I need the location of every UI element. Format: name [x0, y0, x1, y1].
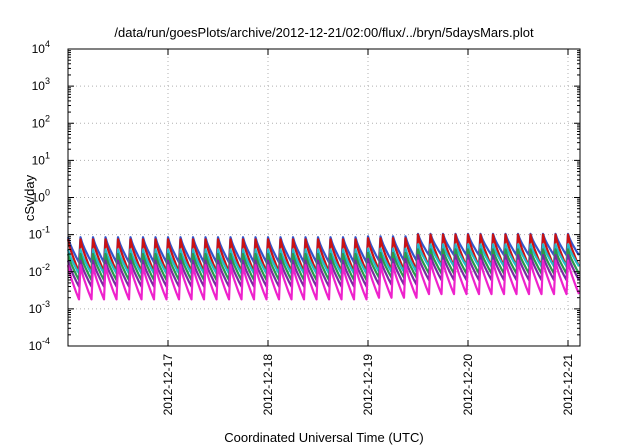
grid: [68, 49, 580, 346]
y-tick-base: 10: [29, 265, 43, 279]
y-tick-exponent: -3: [42, 299, 50, 309]
y-tick-base: 10: [32, 191, 46, 205]
y-tick-exponent: 0: [45, 188, 50, 198]
y-tick-base: 10: [29, 228, 43, 242]
y-tick-base: 10: [32, 116, 46, 130]
chart-title: /data/run/goesPlots/archive/2012-12-21/0…: [114, 25, 534, 40]
y-tick-label: 10-3: [29, 299, 50, 316]
x-ticks: 2012-12-17 2012-12-18 2012-12-19 2012-12-20…: [161, 49, 575, 415]
y-tick-label: 104: [32, 39, 50, 56]
y-tick-label: 10-4: [29, 336, 50, 353]
series-line: [66, 243, 580, 275]
y-tick-exponent: 2: [45, 113, 50, 123]
y-tick-label: 102: [32, 113, 50, 130]
x-tick-label: 2012-12-19: [361, 354, 375, 416]
y-tick-base: 10: [29, 339, 43, 353]
y-tick-base: 10: [32, 79, 46, 93]
y-tick-exponent: 3: [45, 76, 50, 86]
x-tick-label: 2012-12-17: [161, 354, 175, 416]
series-line: [66, 248, 580, 282]
y-tick-label: 10-2: [29, 262, 50, 279]
x-tick-label: 2012-12-18: [261, 354, 275, 416]
series-layer: [66, 232, 581, 301]
y-tick-label: 10-1: [29, 225, 50, 242]
x-axis-label: Coordinated Universal Time (UTC): [224, 430, 423, 445]
y-tick-base: 10: [32, 153, 46, 167]
y-tick-base: 10: [29, 302, 43, 316]
series-line: [66, 259, 581, 301]
y-tick-exponent: 4: [45, 39, 50, 49]
y-tick-exponent: -4: [42, 336, 50, 346]
y-tick-exponent: -1: [42, 225, 50, 235]
y-axis-label: cSv/day: [22, 174, 37, 221]
y-tick-exponent: 1: [45, 150, 50, 160]
y-tick-label: 100: [32, 188, 50, 205]
y-tick-label: 103: [32, 76, 50, 93]
y-tick-label: 101: [32, 150, 50, 167]
y-tick-exponent: -2: [42, 262, 50, 272]
series-line: [66, 254, 580, 288]
x-tick-label: 2012-12-20: [461, 354, 475, 416]
y-tick-base: 10: [32, 42, 46, 56]
x-tick-label: 2012-12-21: [561, 354, 575, 416]
